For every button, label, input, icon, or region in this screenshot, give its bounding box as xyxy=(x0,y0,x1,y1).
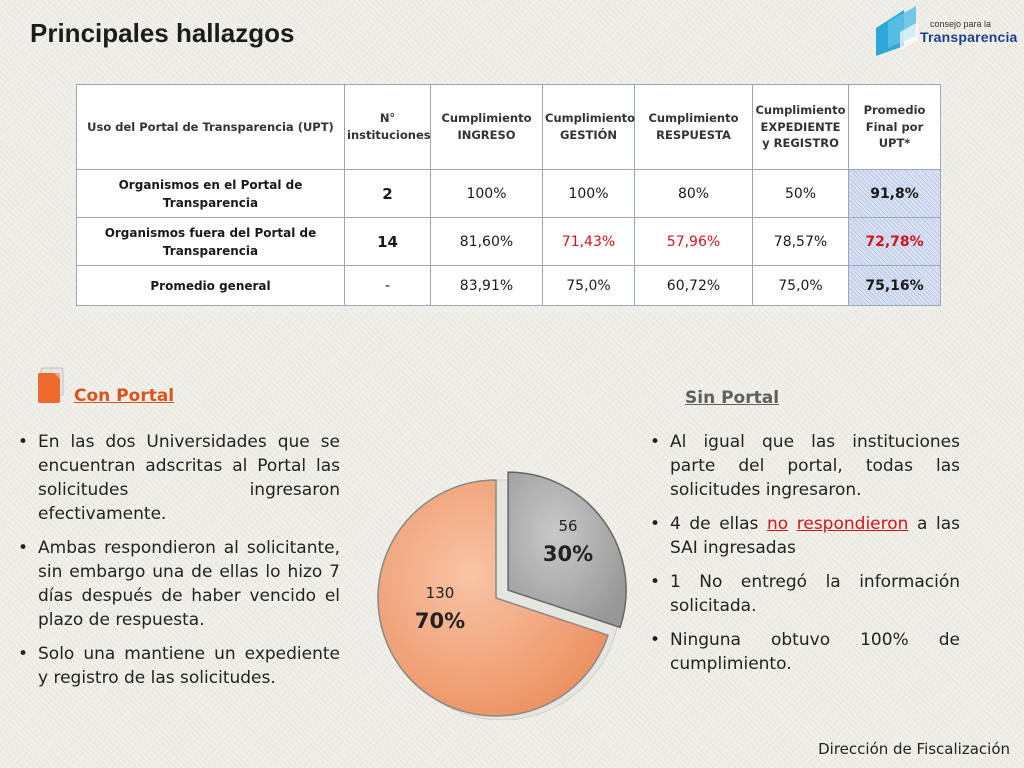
cell-gestion: 75,0% xyxy=(542,265,635,306)
cell-respuesta: 80% xyxy=(634,169,753,218)
cell-respuesta: 60,72% xyxy=(634,265,753,306)
cell-count: 2 xyxy=(344,169,431,218)
pie-slice-130 xyxy=(377,479,609,717)
pie-label-56-percent: 30% xyxy=(543,542,593,566)
list-item: 4 de ellas no respondieron a las SAI ing… xyxy=(648,512,960,560)
list-item: Solo una mantiene un expediente y regist… xyxy=(16,642,340,690)
sin-portal-heading: Sin Portal xyxy=(685,388,780,408)
table-row: Promedio general - 83,91% 75,0% 60,72% 7… xyxy=(76,265,941,306)
pie-label-130-value: 130 xyxy=(426,584,455,602)
cell-final: 91,8% xyxy=(848,169,941,218)
cell-ingreso: 81,60% xyxy=(430,217,543,266)
list-item: Ninguna obtuvo 100% de cumplimiento. xyxy=(648,628,960,676)
logo: consejo para la Transparencia xyxy=(874,6,1017,58)
document-icon xyxy=(38,367,64,403)
list-item: Al igual que las instituciones parte del… xyxy=(648,430,960,502)
upt-table: Uso del Portal de Transparencia (UPT) N°… xyxy=(76,84,941,306)
row-label: Promedio general xyxy=(76,265,345,306)
list-item: Ambas respondieron al solicitante, sin e… xyxy=(16,536,340,632)
cell-respuesta: 57,96% xyxy=(634,217,753,266)
table-row: Organismos en el Portal de Transparencia… xyxy=(76,169,941,218)
highlight-respondieron: respondieron xyxy=(796,514,909,534)
cell-final: 75,16% xyxy=(848,265,941,306)
cell-ingreso: 83,91% xyxy=(430,265,543,306)
pie-label-56-value: 56 xyxy=(558,517,577,535)
cell-gestion: 100% xyxy=(542,169,635,218)
bullet-text: a las SAI ingresadas xyxy=(670,514,960,558)
header-gestion: Cumplimiento GESTIÓN xyxy=(542,84,635,170)
sin-portal-list: Al igual que las instituciones parte del… xyxy=(648,430,960,686)
header-expediente: Cumplimiento EXPEDIENTE y REGISTRO xyxy=(752,84,849,170)
bullet-text: 4 de ellas xyxy=(670,514,767,534)
cell-final: 72,78% xyxy=(848,217,941,266)
header-ingreso: Cumplimiento INGRESO xyxy=(430,84,543,170)
table-row: Organismos fuera del Portal de Transpare… xyxy=(76,217,941,266)
header-respuesta: Cumplimiento RESPUESTA xyxy=(634,84,753,170)
header-promedio-final: Promedio Final por UPT* xyxy=(848,84,941,170)
header-instituciones: N° instituciones xyxy=(344,84,431,170)
cell-expediente: 75,0% xyxy=(752,265,849,306)
cell-count: 14 xyxy=(344,217,431,266)
table-header-row: Uso del Portal de Transparencia (UPT) N°… xyxy=(76,84,941,170)
logo-mark-icon xyxy=(876,6,918,56)
cell-count: - xyxy=(344,265,431,306)
footer-text: Dirección de Fiscalización xyxy=(818,740,1010,758)
row-label: Organismos en el Portal de Transparencia xyxy=(76,169,345,218)
cell-ingreso: 100% xyxy=(430,169,543,218)
list-item: En las dos Universidades que se encuentr… xyxy=(16,430,340,526)
pie-chart: 56 30% 130 70% xyxy=(377,471,627,720)
pie-label-130-percent: 70% xyxy=(415,609,465,633)
logo-subtitle: consejo para la xyxy=(930,19,992,29)
cell-gestion: 71,43% xyxy=(542,217,635,266)
header-uso: Uso del Portal de Transparencia (UPT) xyxy=(76,84,345,170)
row-label: Organismos fuera del Portal de Transpare… xyxy=(76,217,345,266)
cell-expediente: 78,57% xyxy=(752,217,849,266)
highlight-no: no xyxy=(766,514,789,534)
pie-slice-56 xyxy=(507,471,627,629)
con-portal-heading: Con Portal xyxy=(74,386,175,406)
con-portal-list: En las dos Universidades que se encuentr… xyxy=(16,430,340,700)
list-item: 1 No entregó la información solicitada. xyxy=(648,570,960,618)
page-title: Principales hallazgos xyxy=(30,18,295,48)
logo-name: Transparencia xyxy=(920,29,1018,45)
cell-expediente: 50% xyxy=(752,169,849,218)
